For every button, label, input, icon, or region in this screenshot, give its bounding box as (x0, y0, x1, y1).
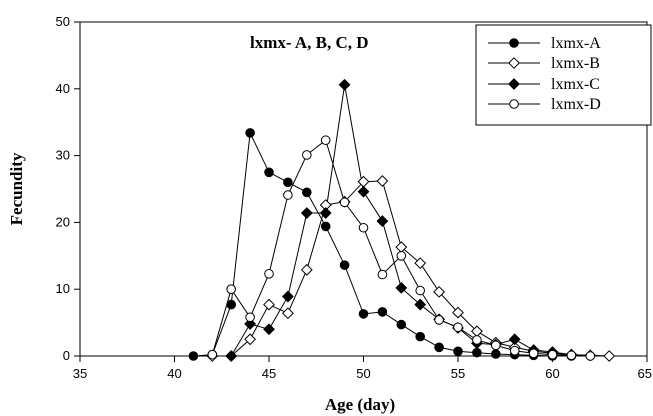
data-point (244, 333, 257, 346)
x-tick-label: 55 (451, 366, 465, 381)
data-point (453, 346, 463, 357)
x-tick-label: 65 (638, 366, 652, 381)
legend-label: lxmx-A (551, 35, 601, 52)
data-point (434, 315, 444, 325)
x-tick-label: 50 (356, 366, 370, 381)
data-point (377, 269, 388, 280)
data-point (244, 318, 257, 330)
data-point (415, 331, 426, 342)
x-axis-title: Age (day) (325, 395, 395, 414)
data-point (300, 207, 313, 219)
data-point (339, 260, 350, 270)
data-point (585, 351, 596, 361)
data-point (395, 281, 408, 294)
data-point (320, 221, 331, 232)
data-point (509, 345, 520, 356)
y-tick-label: 10 (56, 281, 70, 296)
data-point (225, 350, 238, 362)
data-point (207, 349, 218, 360)
data-point (226, 299, 236, 310)
data-point (263, 298, 275, 311)
data-point (338, 78, 351, 91)
series-line-2 (212, 180, 610, 357)
data-point (508, 333, 521, 346)
legend-label: lxmx-C (551, 76, 600, 93)
data-point (453, 322, 463, 333)
legend-marker (508, 57, 520, 69)
data-point (357, 185, 370, 198)
data-point (414, 257, 427, 270)
data-point (528, 348, 539, 359)
data-point (491, 340, 501, 351)
x-axis-ticks: 35 40 45 50 55 60 65 (73, 356, 652, 381)
legend-box (475, 24, 652, 126)
y-axis-title: Fecundity (7, 152, 26, 225)
data-point (415, 285, 426, 296)
data-point (434, 342, 444, 353)
data-point (281, 290, 294, 303)
data-point (472, 335, 482, 345)
data-point (319, 207, 332, 219)
data-point (226, 284, 236, 295)
legend-marker (509, 99, 519, 109)
data-point (263, 323, 275, 336)
data-point (377, 307, 388, 317)
x-tick-label: 45 (262, 366, 276, 381)
data-point (376, 215, 389, 227)
data-point (264, 167, 274, 178)
data-point (396, 319, 407, 330)
data-point (566, 350, 577, 361)
data-point (300, 263, 313, 276)
data-point (472, 347, 482, 358)
data-point (281, 307, 294, 320)
y-tick-label: 30 (56, 148, 70, 163)
data-point (396, 251, 407, 261)
x-tick-label: 40 (167, 366, 181, 381)
data-point (283, 177, 293, 188)
y-axis-ticks: 0 10 20 30 40 50 (56, 14, 80, 363)
data-point (376, 175, 389, 187)
data-point (302, 187, 312, 198)
data-point (547, 349, 558, 360)
data-point (433, 285, 446, 298)
x-tick-label: 60 (545, 366, 559, 381)
y-tick-label: 50 (56, 14, 70, 29)
y-tick-label: 20 (56, 214, 70, 229)
data-point (491, 349, 501, 359)
data-point (188, 351, 199, 361)
y-tick-label: 0 (63, 348, 70, 363)
data-point (358, 222, 369, 233)
data-point (603, 350, 616, 362)
legend-marker (508, 78, 520, 90)
data-point (245, 312, 255, 323)
x-tick-label: 35 (73, 366, 87, 381)
data-point (414, 298, 427, 311)
data-point (264, 269, 274, 279)
legend-marker (509, 38, 519, 48)
data-point (302, 150, 312, 160)
y-tick-label: 40 (56, 81, 70, 96)
legend-label: lxmx-B (551, 55, 600, 72)
series-markers (188, 78, 616, 362)
data-point (283, 190, 293, 200)
legend: lxmx-A lxmx-B lxmx-C lxmx-D (475, 24, 652, 126)
chart-title: lxmx- A, B, C, D (250, 33, 369, 52)
data-point (452, 306, 464, 319)
legend-label: lxmx-D (551, 96, 601, 113)
data-point (358, 309, 369, 319)
data-point (245, 128, 255, 138)
data-point (339, 197, 350, 208)
data-point (320, 135, 331, 146)
